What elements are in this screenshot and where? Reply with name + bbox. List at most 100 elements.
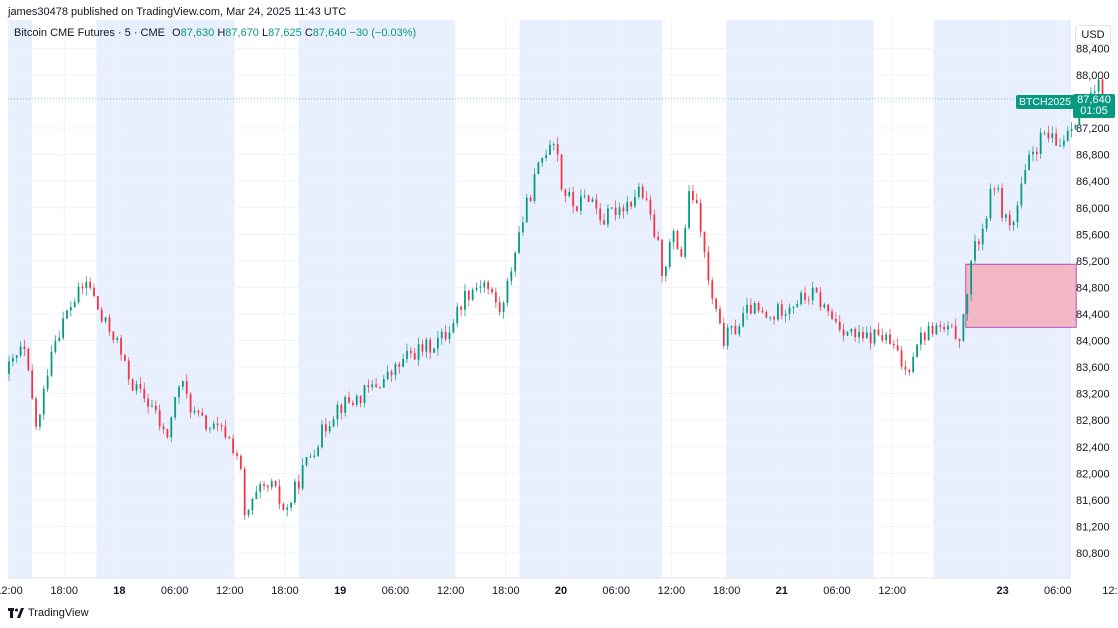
candle-body bbox=[1012, 221, 1015, 226]
candle-body bbox=[487, 282, 490, 289]
session-shade bbox=[726, 20, 874, 578]
candle-body bbox=[765, 312, 768, 318]
candle-body bbox=[974, 241, 976, 261]
candle-body bbox=[599, 208, 602, 221]
candle-body bbox=[409, 350, 412, 353]
candle-body bbox=[773, 317, 775, 320]
candle-body bbox=[560, 154, 563, 190]
x-tick-label: 18:00 bbox=[271, 585, 299, 597]
candle-body bbox=[522, 222, 524, 233]
candle-body bbox=[661, 239, 663, 277]
candle-body bbox=[228, 437, 231, 439]
legend-high-value: 87,670 bbox=[225, 27, 259, 39]
candle-body bbox=[1020, 183, 1023, 206]
candle-body bbox=[62, 318, 64, 338]
candle-body bbox=[66, 310, 68, 319]
legend-low-label: L bbox=[262, 27, 269, 39]
legend-open-label: O bbox=[172, 27, 181, 39]
candle-body bbox=[777, 304, 779, 320]
candle-body bbox=[634, 196, 636, 207]
candle-body bbox=[181, 381, 184, 387]
candle-body bbox=[668, 242, 671, 267]
candle-body bbox=[178, 386, 180, 398]
currency-button[interactable]: USD bbox=[1075, 25, 1111, 45]
candle-body bbox=[375, 384, 377, 387]
candle-body bbox=[89, 281, 92, 288]
x-tick-label: 12:00 bbox=[216, 585, 244, 597]
candle-body bbox=[359, 395, 362, 404]
candle-body bbox=[800, 292, 803, 305]
x-tick-label: 20 bbox=[555, 585, 567, 597]
y-tick-label: 84,400 bbox=[1076, 309, 1110, 321]
candle-body bbox=[954, 325, 957, 339]
candle-body bbox=[1005, 214, 1007, 218]
candle-body bbox=[556, 144, 559, 155]
candle-body bbox=[610, 207, 613, 209]
candle-body bbox=[637, 186, 640, 197]
candle-body bbox=[688, 191, 690, 228]
candle-body bbox=[263, 484, 265, 486]
candle-body bbox=[885, 334, 888, 341]
candle-body bbox=[726, 327, 729, 346]
candle-body bbox=[985, 218, 988, 229]
candle-body bbox=[889, 334, 891, 344]
candle-body bbox=[127, 360, 130, 380]
candle-body bbox=[993, 188, 996, 190]
candle-body bbox=[491, 288, 493, 293]
candle-body bbox=[54, 340, 57, 352]
candle-body bbox=[711, 280, 714, 299]
candle-body bbox=[236, 453, 238, 456]
candle-body bbox=[185, 381, 188, 395]
candle-body bbox=[549, 145, 551, 155]
y-tick-label: 83,600 bbox=[1076, 362, 1110, 374]
candle-body bbox=[232, 438, 235, 454]
candle-body bbox=[201, 412, 204, 416]
y-tick-label: 83,200 bbox=[1076, 389, 1110, 401]
candle-body bbox=[50, 351, 53, 376]
supply-demand-zone bbox=[965, 263, 1077, 328]
candle-body bbox=[158, 410, 161, 427]
candle-body bbox=[39, 414, 41, 427]
candle-body bbox=[958, 338, 961, 342]
candle-body bbox=[328, 426, 331, 432]
symbol-price-tag: BTCH2025 bbox=[1016, 95, 1074, 109]
y-tick-label: 82,000 bbox=[1076, 468, 1110, 480]
candle-body bbox=[170, 417, 173, 438]
session-shade bbox=[519, 20, 663, 578]
candle-body bbox=[143, 388, 146, 399]
candle-body bbox=[607, 208, 609, 225]
candle-body bbox=[1062, 140, 1065, 146]
candle-body bbox=[251, 498, 254, 511]
candle-body bbox=[1047, 132, 1050, 139]
candle-body bbox=[19, 346, 22, 356]
footer-brand-label: TradingView bbox=[28, 607, 89, 619]
candle-body bbox=[193, 410, 196, 413]
session-shade bbox=[298, 20, 456, 578]
candle-body bbox=[1101, 79, 1104, 97]
x-tick-label: 12:00 bbox=[0, 585, 23, 597]
candle-body bbox=[42, 388, 45, 415]
candle-body bbox=[881, 335, 884, 341]
candle-body bbox=[340, 404, 343, 413]
y-tick-label: 82,400 bbox=[1076, 442, 1110, 454]
candle-body bbox=[390, 371, 393, 376]
candle-body bbox=[282, 503, 285, 510]
footer-brand[interactable]: TradingView bbox=[8, 607, 89, 619]
candle-body bbox=[916, 344, 918, 357]
candle-body bbox=[1055, 133, 1058, 146]
candle-body bbox=[440, 331, 443, 339]
candle-body bbox=[162, 426, 165, 430]
candle-body bbox=[603, 220, 605, 225]
candle-body bbox=[514, 252, 517, 272]
candle-body bbox=[842, 329, 845, 336]
candle-body bbox=[989, 188, 992, 219]
candle-body bbox=[266, 485, 269, 488]
y-tick-label: 86,400 bbox=[1076, 176, 1110, 188]
candle-body bbox=[1059, 145, 1061, 147]
candle-body bbox=[869, 332, 872, 344]
candle-body bbox=[502, 302, 505, 313]
candle-body bbox=[719, 308, 721, 324]
candle-body bbox=[947, 325, 949, 330]
candle-body bbox=[834, 318, 837, 322]
candle-body bbox=[591, 199, 594, 202]
